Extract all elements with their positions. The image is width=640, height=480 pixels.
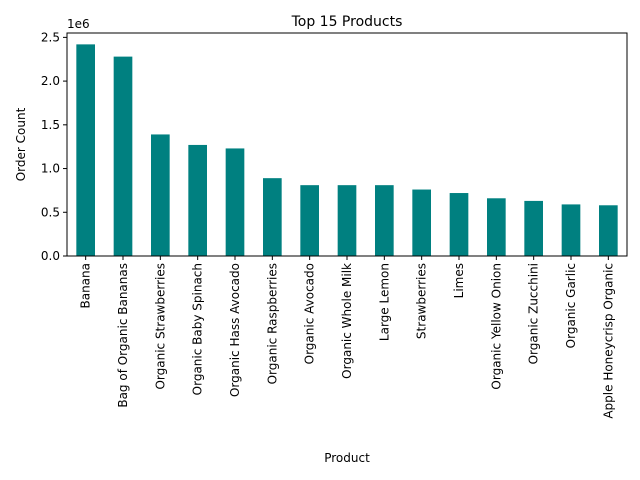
bar-12 xyxy=(524,200,543,256)
bar-6 xyxy=(300,185,319,256)
x-tick-label: Organic Baby Spinach xyxy=(191,263,205,395)
x-tick-label: Organic Avocado xyxy=(303,263,317,364)
bar-11 xyxy=(487,198,506,256)
x-axis-label: Product xyxy=(324,451,370,465)
bar-7 xyxy=(337,185,357,256)
x-tick-label: Organic Garlic xyxy=(564,263,578,348)
x-tick-label: Apple Honeycrisp Organic xyxy=(601,263,615,419)
y-offset-label: 1e6 xyxy=(67,17,90,31)
plot-frame xyxy=(66,32,628,257)
x-tick-label: Organic Raspberries xyxy=(265,263,279,384)
y-tick-label: 2.5 xyxy=(41,30,60,44)
y-tick-label: 2.0 xyxy=(41,74,60,88)
x-tick-label: Strawberries xyxy=(415,263,429,339)
bar-5 xyxy=(263,178,282,256)
y-ticks-group: 0.0 0.5 1.0 1.5 2.0 2.5 xyxy=(41,30,67,263)
bars-group xyxy=(76,44,618,257)
bar-14 xyxy=(599,205,618,256)
x-tick-label: Organic Strawberries xyxy=(153,263,167,390)
bar-0 xyxy=(76,44,95,257)
bar-10 xyxy=(449,193,469,256)
x-ticks-group: Banana Bag of Organic Bananas Organic Stra… xyxy=(79,256,615,419)
bar-1 xyxy=(113,56,133,257)
bar-3 xyxy=(188,144,207,256)
y-tick-label: 1.5 xyxy=(41,118,60,132)
x-tick-label: Organic Hass Avocado xyxy=(228,263,242,397)
bar-9 xyxy=(412,189,431,256)
x-tick-label: Large Lemon xyxy=(377,263,391,341)
x-tick-label: Bag of Organic Bananas xyxy=(116,263,130,408)
x-tick-label: Organic Yellow Onion xyxy=(489,263,503,390)
chart-title: Top 15 Products xyxy=(291,14,403,30)
y-tick-label: 0.0 xyxy=(41,249,60,263)
bar-8 xyxy=(375,185,394,256)
y-tick-label: 0.5 xyxy=(41,205,60,219)
bar-2 xyxy=(151,134,170,256)
x-tick-label: Banana xyxy=(79,263,93,309)
x-tick-label: Limes xyxy=(452,263,466,298)
bar-13 xyxy=(561,204,581,256)
bar-4 xyxy=(225,148,245,256)
x-tick-label: Organic Zucchini xyxy=(527,263,541,364)
y-tick-label: 1.0 xyxy=(41,162,60,176)
x-tick-label: Organic Whole Milk xyxy=(340,263,354,379)
y-axis-label: Order Count xyxy=(14,107,28,181)
